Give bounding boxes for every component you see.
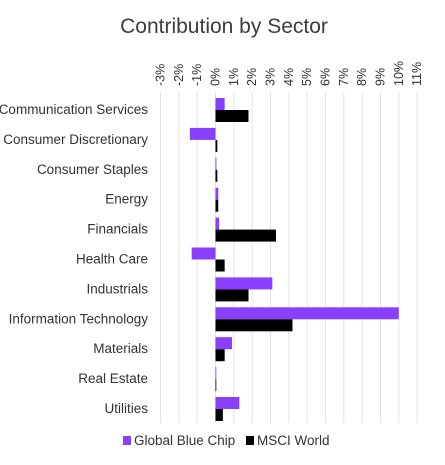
- bar-global-blue-chip-consumer-discretionary: [189, 127, 216, 140]
- x-tick-label: -2%: [172, 64, 186, 86]
- bar-global-blue-chip-health-care: [191, 247, 216, 260]
- x-tick-label: 11%: [410, 62, 424, 86]
- x-tick-label: 7%: [337, 68, 351, 86]
- bar-msci-world-materials: [215, 349, 225, 362]
- legend-swatch-msci-world: [246, 436, 254, 445]
- category-label-materials: Materials: [93, 341, 148, 356]
- bar-msci-world-consumer-discretionary: [215, 139, 218, 152]
- category-label-real-estate: Real Estate: [78, 371, 148, 386]
- bar-global-blue-chip-materials: [215, 337, 232, 350]
- bar-msci-world-energy: [215, 199, 219, 212]
- bar-global-blue-chip-real-estate: [215, 367, 217, 380]
- x-axis-ticks: -3% -2% -1% 0% 1% 2% 3% 4% 5% 6% 7% 8% 9% 10% 11%: [154, 61, 425, 86]
- bar-msci-world-health-care: [215, 259, 225, 272]
- bar-msci-world-financials: [215, 229, 276, 242]
- category-label-consumer-discretionary: Consumer Discretionary: [3, 132, 148, 147]
- x-tick-label: -3%: [154, 64, 168, 86]
- bar-msci-world-consumer-staples: [215, 169, 218, 182]
- bar-msci-world-industrials: [215, 289, 249, 302]
- category-label-industrials: Industrials: [86, 281, 148, 296]
- category-label-communication-services: Communication Services: [0, 102, 148, 117]
- bar-global-blue-chip-utilities: [215, 397, 240, 409]
- legend: Global Blue Chip MSCI World: [123, 433, 330, 448]
- bar-global-blue-chip-information-technology: [215, 307, 399, 320]
- x-tick-label: 5%: [300, 68, 314, 86]
- x-tick-label: 4%: [282, 68, 296, 86]
- bar-msci-world-real-estate: [215, 379, 217, 392]
- bar-global-blue-chip-consumer-staples: [215, 157, 217, 170]
- category-label-energy: Energy: [105, 192, 148, 207]
- x-tick-label: 9%: [373, 68, 387, 86]
- category-label-financials: Financials: [87, 222, 148, 237]
- x-tick-label: 10%: [392, 61, 406, 86]
- legend-swatch-global-blue-chip: [123, 436, 131, 445]
- x-tick-label: 3%: [263, 68, 277, 86]
- bar-global-blue-chip-industrials: [215, 277, 273, 290]
- legend-label-global-blue-chip: Global Blue Chip: [134, 433, 235, 448]
- bar-global-blue-chip-communication-services: [215, 98, 225, 110]
- x-tick-label: 8%: [355, 68, 369, 86]
- x-tick-label: 2%: [245, 68, 259, 86]
- x-tick-label: -1%: [190, 64, 204, 86]
- category-label-information-technology: Information Technology: [9, 311, 149, 326]
- x-tick-label: 6%: [318, 68, 332, 86]
- chart-title: Contribution by Sector: [120, 15, 328, 38]
- category-label-health-care: Health Care: [76, 252, 148, 267]
- legend-label-msci-world: MSCI World: [257, 433, 330, 448]
- bar-msci-world-communication-services: [215, 110, 249, 122]
- x-tick-label: 1%: [227, 68, 241, 86]
- bar-global-blue-chip-energy: [215, 187, 219, 200]
- gridlines: [160, 92, 418, 423]
- bars: [189, 98, 399, 421]
- category-label-consumer-staples: Consumer Staples: [37, 162, 148, 177]
- bar-global-blue-chip-financials: [215, 217, 220, 230]
- category-labels: Communication Services Consumer Discretio…: [0, 102, 148, 416]
- bar-msci-world-utilities: [215, 409, 223, 421]
- category-label-utilities: Utilities: [104, 401, 148, 416]
- bar-msci-world-information-technology: [215, 319, 293, 332]
- x-tick-label: 0%: [209, 68, 223, 86]
